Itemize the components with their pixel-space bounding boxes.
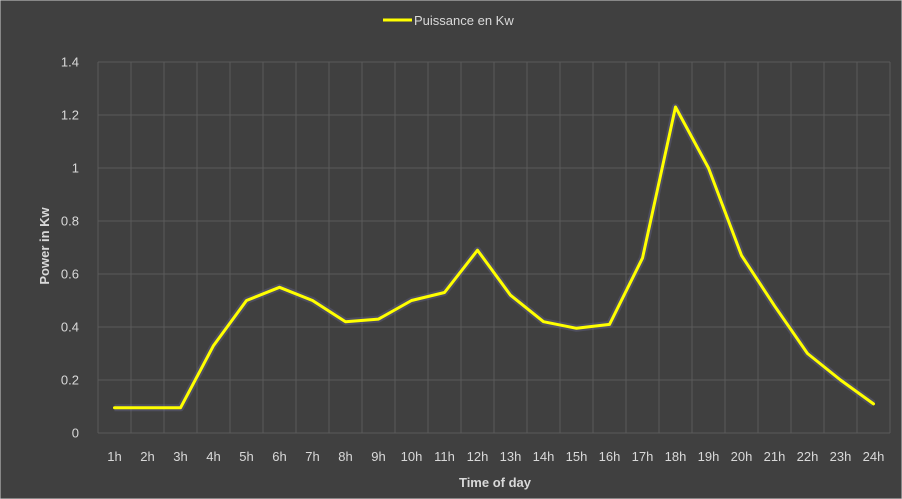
x-axis-title: Time of day <box>459 475 532 490</box>
series-lines <box>113 103 876 412</box>
x-tick-label: 14h <box>533 449 555 464</box>
x-tick-label: 18h <box>665 449 687 464</box>
grid <box>97 61 891 434</box>
x-tick-label: 20h <box>731 449 753 464</box>
x-tick-label: 24h <box>863 449 885 464</box>
x-tick-label: 22h <box>797 449 819 464</box>
y-tick-label: 0.2 <box>61 373 79 388</box>
y-tick-label: 0.4 <box>61 320 79 335</box>
x-tick-label: 13h <box>500 449 522 464</box>
x-tick-label: 9h <box>371 449 385 464</box>
x-tick-label: 3h <box>173 449 187 464</box>
x-tick-label: 1h <box>107 449 121 464</box>
x-tick-label: 10h <box>401 449 423 464</box>
y-tick-labels: 0 0.2 0.4 0.6 0.8 1 1.2 1.4 <box>61 55 79 441</box>
x-tick-label: 23h <box>830 449 852 464</box>
y-tick-label: 0.6 <box>61 267 79 282</box>
x-tick-label: 17h <box>632 449 654 464</box>
x-tick-label: 7h <box>305 449 319 464</box>
x-tick-label: 12h <box>467 449 489 464</box>
series-line <box>113 105 875 410</box>
x-tick-label: 8h <box>338 449 352 464</box>
y-tick-label: 1.2 <box>61 108 79 123</box>
y-tick-label: 1.4 <box>61 55 79 70</box>
y-tick-label: 0.8 <box>61 214 79 229</box>
x-tick-label: 4h <box>206 449 220 464</box>
x-tick-label: 5h <box>239 449 253 464</box>
x-tick-label: 16h <box>599 449 621 464</box>
x-tick-label: 15h <box>566 449 588 464</box>
legend-label: Puissance en Kw <box>414 13 514 28</box>
legend: Puissance en Kw <box>383 13 514 28</box>
y-axis-title: Power in Kw <box>37 206 52 284</box>
y-tick-label: 1 <box>72 161 79 176</box>
x-tick-label: 2h <box>140 449 154 464</box>
x-tick-label: 6h <box>272 449 286 464</box>
x-tick-label: 11h <box>434 449 455 464</box>
x-tick-label: 19h <box>698 449 720 464</box>
x-tick-label: 21h <box>764 449 786 464</box>
x-tick-labels: 1h 2h 3h 4h 5h 6h 7h 8h 9h 10h 11h 12h 13h 14h 15h 16h 1… <box>107 449 884 464</box>
y-tick-label: 0 <box>72 426 79 441</box>
